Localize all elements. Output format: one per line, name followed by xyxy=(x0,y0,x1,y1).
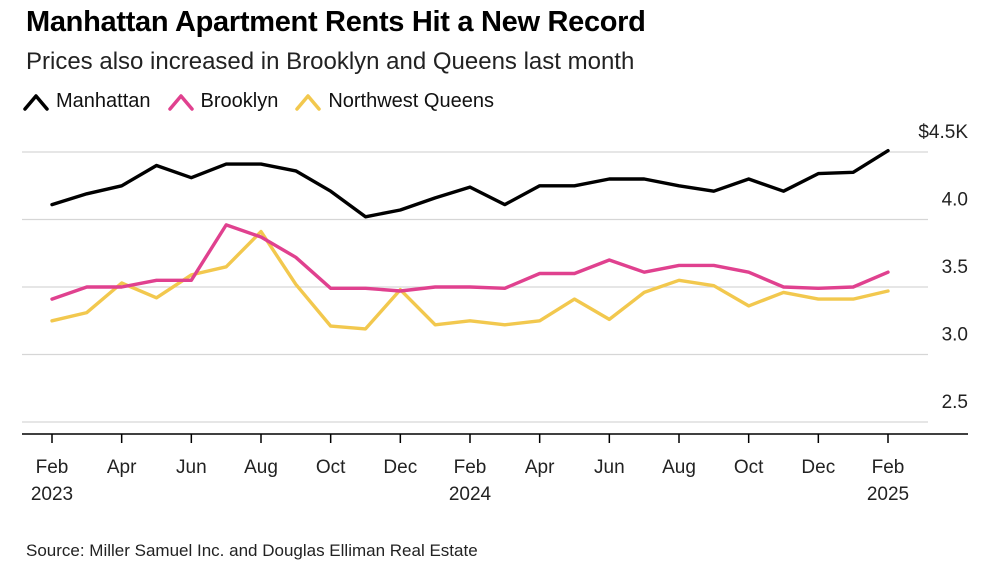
legend-label-brooklyn: Brooklyn xyxy=(200,90,279,112)
series-line-northwest-queens xyxy=(50,229,890,331)
legend-swatch-northwest-queens xyxy=(294,92,322,112)
y-tick-label-3-5: 3.5 xyxy=(942,257,968,278)
source-note: Source: Miller Samuel Inc. and Douglas E… xyxy=(26,541,478,560)
x-tick-label-aug: Aug xyxy=(662,457,696,478)
y-tick-label-4: 4.0 xyxy=(942,190,968,211)
legend-item-brooklyn: Brooklyn xyxy=(167,90,279,113)
x-tick-label-feb-2024: Feb xyxy=(454,457,487,478)
legend-label-northwest-queens: Northwest Queens xyxy=(328,90,494,112)
legend-label-manhattan: Manhattan xyxy=(56,90,151,112)
x-tick-label-aug: Aug xyxy=(244,457,278,478)
y-tick-label-3: 3.0 xyxy=(942,325,968,346)
x-tick-year-2023: 2023 xyxy=(31,484,73,505)
series-line-brooklyn xyxy=(50,223,890,301)
x-tick-label-oct: Oct xyxy=(734,457,764,478)
y-tick-label-4-5: $4.5K xyxy=(918,122,968,143)
x-tick-year-2024: 2024 xyxy=(449,484,492,505)
x-tick-label-apr: Apr xyxy=(525,457,555,478)
x-tick-label-oct: Oct xyxy=(316,457,346,478)
x-tick-label-jun: Jun xyxy=(176,457,207,478)
x-tick-label-dec: Dec xyxy=(801,457,835,478)
legend-swatch-brooklyn xyxy=(167,92,195,112)
x-tick-year-2025: 2025 xyxy=(867,484,909,505)
x-axis: Feb 2023 Apr Jun Aug Oct Dec Feb 2024 Apr Jun Aug Oc… xyxy=(22,433,968,505)
x-tick-label-feb-2025: Feb xyxy=(872,457,905,478)
series-lines xyxy=(50,148,890,331)
series-line-manhattan xyxy=(50,148,890,219)
legend-item-manhattan: Manhattan xyxy=(22,90,151,113)
x-tick-label-jun: Jun xyxy=(594,457,625,478)
y-axis-ticks: $4.5K 4.0 3.5 3.0 2.5 xyxy=(918,122,968,413)
x-tick-label-dec: Dec xyxy=(383,457,417,478)
x-tick-label-apr: Apr xyxy=(107,457,137,478)
chart-subtitle: Prices also increased in Brooklyn and Qu… xyxy=(26,48,635,75)
x-tick-label-feb-2023: Feb xyxy=(36,457,69,478)
legend: Manhattan Brooklyn Northwest Queens xyxy=(22,90,510,113)
y-tick-label-2-5: 2.5 xyxy=(942,392,968,413)
chart-title: Manhattan Apartment Rents Hit a New Reco… xyxy=(26,6,646,38)
legend-item-northwest-queens: Northwest Queens xyxy=(294,90,494,113)
legend-swatch-manhattan xyxy=(22,92,50,112)
